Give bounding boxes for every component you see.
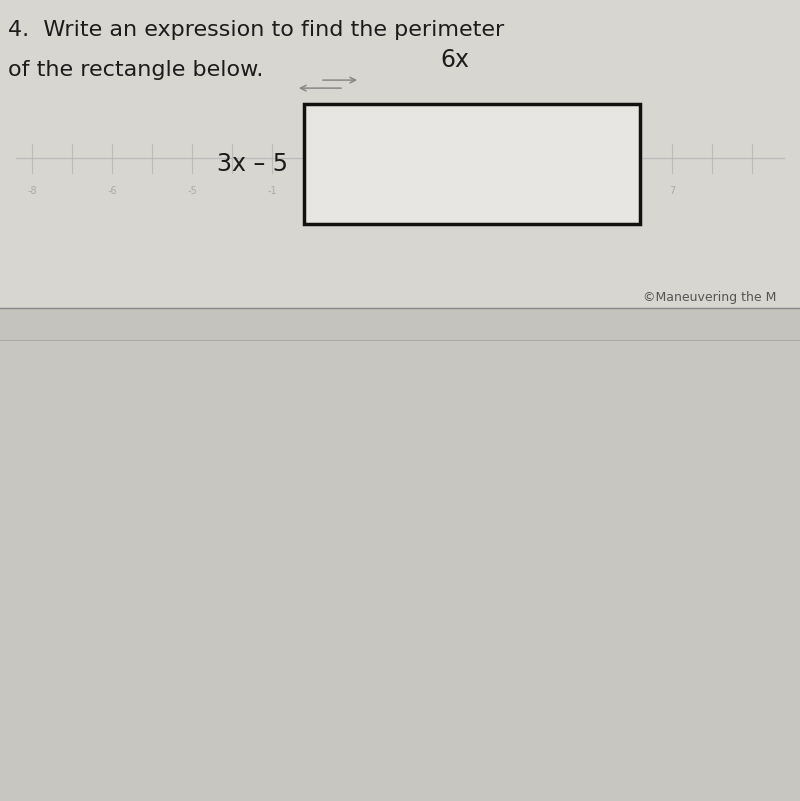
Text: 1: 1	[429, 187, 435, 196]
Text: 4.  Write an expression to find the perimeter: 4. Write an expression to find the perim…	[8, 20, 504, 40]
Text: -1: -1	[267, 187, 277, 196]
Bar	[0, 340, 800, 801]
Text: 0: 0	[349, 187, 355, 196]
Bar	[0, 0, 800, 308]
Text: 7: 7	[669, 187, 675, 196]
Text: -6: -6	[107, 187, 117, 196]
Bar	[304, 104, 640, 224]
Text: 5: 5	[509, 187, 515, 196]
Text: of the rectangle below.: of the rectangle below.	[8, 60, 263, 80]
Text: 6x: 6x	[441, 48, 470, 72]
Text: ©Maneuvering the M: ©Maneuvering the M	[642, 292, 776, 304]
Text: -5: -5	[187, 187, 197, 196]
Text: 6: 6	[589, 187, 595, 196]
Text: -8: -8	[27, 187, 37, 196]
Bar	[0, 308, 800, 340]
Text: 3x – 5: 3x – 5	[217, 152, 288, 176]
